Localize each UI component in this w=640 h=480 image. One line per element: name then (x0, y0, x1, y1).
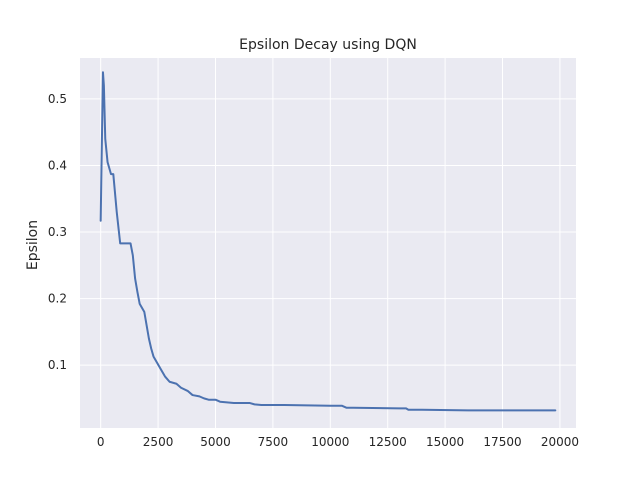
series-lines (99, 71, 557, 412)
grid (80, 58, 576, 428)
chart-title: Epsilon Decay using DQN (239, 37, 417, 53)
x-tick-label: 7500 (258, 435, 289, 449)
x-tick-label: 2500 (143, 435, 174, 449)
x-tick-label: 20000 (541, 435, 579, 449)
x-tick-label: 17500 (483, 435, 521, 449)
y-tick-label: 0.2 (48, 292, 67, 306)
y-axis-label: Epsilon (25, 220, 41, 270)
plot-area (80, 58, 576, 428)
x-tick-label: 12500 (369, 435, 407, 449)
y-tick-label: 0.4 (48, 158, 67, 172)
x-tick-label: 10000 (311, 435, 349, 449)
y-tick-label: 0.1 (48, 358, 67, 372)
x-tick-label: 0 (97, 435, 105, 449)
y-tick-label: 0.5 (48, 92, 67, 106)
x-axis: 0 2500 5000 7500 10000 12500 15000 17500 20000 (97, 435, 579, 449)
y-tick-label: 0.3 (48, 225, 67, 239)
series-line-epsilon (99, 71, 557, 412)
y-axis: 0.1 0.2 0.3 0.4 0.5 (48, 92, 67, 372)
x-tick-label: 5000 (200, 435, 231, 449)
x-tick-label: 15000 (426, 435, 464, 449)
